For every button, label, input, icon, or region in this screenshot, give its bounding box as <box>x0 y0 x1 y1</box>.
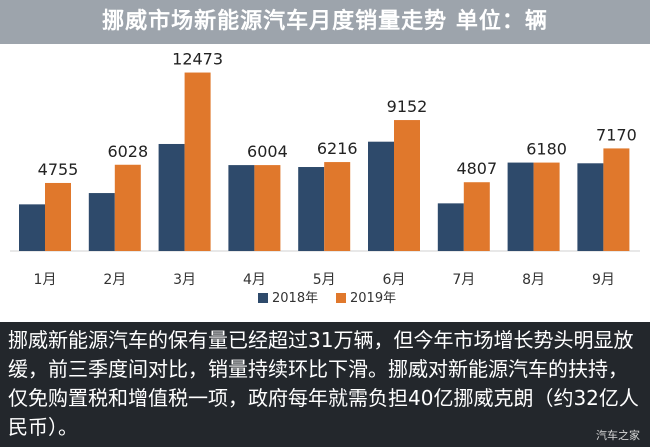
chart-title: 挪威市场新能源汽车月度销量走势 单位：辆 <box>0 0 650 44</box>
x-tick-label-6: 6月 <box>383 272 406 288</box>
data-label-9: 7170 <box>596 125 637 144</box>
x-tick-label-7: 7月 <box>452 272 475 288</box>
watermark-text: 汽车之家 <box>596 429 640 442</box>
bar-2019-8 <box>533 162 560 251</box>
x-tick-label-9: 9月 <box>592 272 615 288</box>
bar-2019-3 <box>184 72 211 251</box>
data-label-2: 6028 <box>107 142 148 161</box>
x-tick-label-3: 3月 <box>173 272 196 288</box>
x-tick-label-5: 5月 <box>313 272 336 288</box>
data-label-8: 6180 <box>526 140 567 159</box>
legend-label-2019: 2019年 <box>350 291 396 306</box>
bar-2018-4 <box>228 165 255 251</box>
data-label-1: 4755 <box>38 160 79 179</box>
data-label-7: 4807 <box>456 159 497 178</box>
bar-2019-1 <box>45 182 71 251</box>
legend-swatch-2018 <box>258 293 268 303</box>
x-tick-label-8: 8月 <box>522 272 545 288</box>
bar-2018-9 <box>577 163 604 251</box>
bar-2018-5 <box>298 167 325 251</box>
bar-2018-2 <box>88 193 115 251</box>
bar-chart: 4755 1月 6028 2月 12473 3月 6004 4月 6216 5月 9152 6月 480… <box>10 50 640 306</box>
bar-2018-1 <box>19 204 45 251</box>
data-label-6: 9152 <box>387 97 428 116</box>
x-tick-label-2: 2月 <box>103 272 126 288</box>
data-label-4: 6004 <box>247 142 288 161</box>
bar-2018-7 <box>437 203 464 251</box>
legend-swatch-2019 <box>336 293 346 303</box>
bar-2019-2 <box>114 164 141 251</box>
x-tick-label-4: 4月 <box>243 272 266 288</box>
bar-2018-3 <box>158 143 185 251</box>
bar-2018-8 <box>507 162 534 251</box>
bar-2019-6 <box>394 120 420 251</box>
bar-2019-7 <box>463 182 490 251</box>
x-tick-label-1: 1月 <box>34 272 57 288</box>
bar-2018-6 <box>368 141 394 251</box>
bar-2019-5 <box>324 162 351 251</box>
bar-2019-9 <box>603 148 630 251</box>
caption-text: 挪威新能源汽车的保有量已经超过31万辆，但今年市场增长势头明显放缓，前三季度间对… <box>8 328 639 439</box>
bar-2019-4 <box>254 165 281 251</box>
data-label-3: 12473 <box>172 50 223 69</box>
legend-label-2018: 2018年 <box>272 291 318 306</box>
data-label-5: 6216 <box>317 139 358 158</box>
caption-box: 挪威新能源汽车的保有量已经超过31万辆，但今年市场增长势头明显放缓，前三季度间对… <box>0 322 650 447</box>
